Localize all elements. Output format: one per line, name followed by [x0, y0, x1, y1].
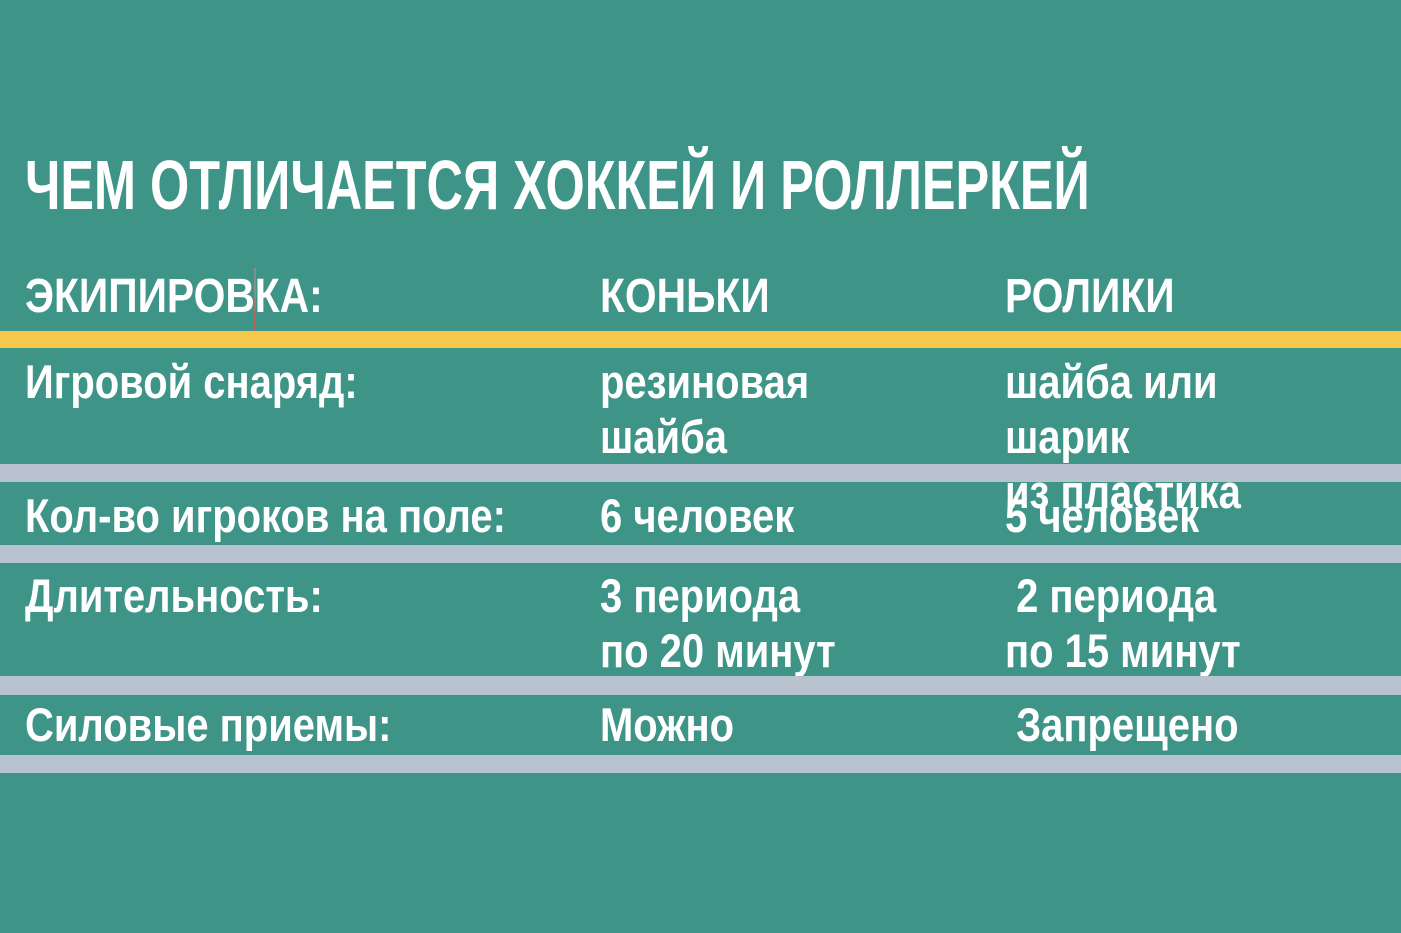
row-label-cell: Кол-во игроков на поле:: [25, 488, 591, 543]
row-label: Длительность:: [25, 569, 323, 622]
header-cell-equipment: ЭКИПИРОВКА:: [25, 270, 375, 324]
row-skates-cell: 3 периода по 20 минут: [600, 568, 877, 678]
header-cell-rollers: РОЛИКИ: [1005, 270, 1205, 324]
row-divider: [0, 676, 1401, 695]
row-rollers-value: 2 периода по 15 минут: [1005, 569, 1241, 677]
row-divider: [0, 755, 1401, 773]
row-label: Силовые приемы:: [25, 698, 392, 751]
row-skates-value: Можно: [600, 698, 735, 751]
header-label-equipment: ЭКИПИРОВКА:: [25, 270, 323, 323]
row-label: Кол-во игроков на поле:: [25, 489, 506, 542]
header-label-rollers: РОЛИКИ: [1005, 270, 1175, 323]
header-cell-skates: КОНЬКИ: [600, 270, 800, 324]
row-rollers-cell: 5 человек: [1005, 488, 1234, 543]
text-cursor-artifact: [254, 268, 256, 331]
row-rollers-cell: 2 периода по 15 минут: [1005, 568, 1282, 678]
row-divider: [0, 545, 1401, 563]
row-label-cell: Длительность:: [25, 568, 375, 623]
page-title-text: ЧЕМ ОТЛИЧАЕТСЯ ХОККЕЙ И РОЛЛЕРКЕЙ: [25, 146, 1090, 224]
row-rollers-value: Запрещено: [1005, 698, 1239, 751]
row-skates-value: 3 периода по 20 минут: [600, 569, 836, 677]
row-skates-cell: Можно: [600, 697, 758, 752]
row-skates-value: 6 человек: [600, 489, 795, 542]
row-divider: [0, 464, 1401, 482]
row-skates-cell: 6 человек: [600, 488, 829, 543]
row-skates-value: резиновая шайба: [600, 355, 810, 463]
row-label-cell: Силовые приемы:: [25, 697, 456, 752]
row-label: Игровой снаряд:: [25, 355, 358, 408]
row-rollers-cell: шайба или шарик из пластика: [1005, 354, 1401, 519]
row-rollers-value: 5 человек: [1005, 489, 1200, 542]
row-label-cell: Игровой снаряд:: [25, 354, 416, 409]
page-title: ЧЕМ ОТЛИЧАЕТСЯ ХОККЕЙ И РОЛЛЕРКЕЙ: [25, 150, 1401, 220]
header-underline-bar: [0, 331, 1401, 348]
row-rollers-value: шайба или шарик из пластика: [1005, 355, 1241, 518]
row-skates-cell: резиновая шайба: [600, 354, 846, 464]
row-rollers-cell: Запрещено: [1005, 697, 1280, 752]
header-label-skates: КОНЬКИ: [600, 270, 770, 323]
